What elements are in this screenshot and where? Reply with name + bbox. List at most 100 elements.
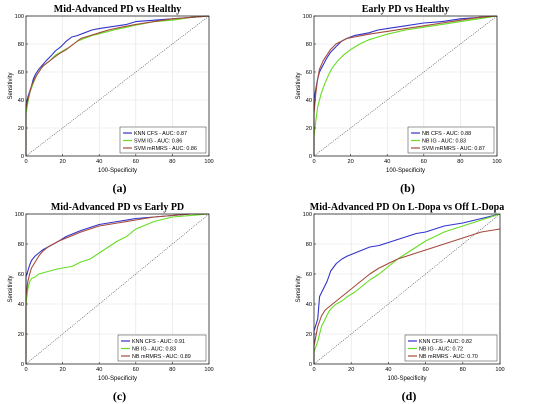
y-axis-label: Sensitivity: [8, 275, 14, 302]
y-tick-label: 80: [306, 42, 312, 48]
y-tick-label: 0: [21, 362, 24, 368]
x-tick-label: 0: [312, 159, 315, 165]
plot-frame: [25, 15, 210, 157]
x-axis-label: 100-Specificity: [98, 168, 137, 174]
panel-label: (a): [113, 181, 127, 195]
roc-panel-2: Early PD vs Healthy 0 20 40 60 80 100 0 20 40 60 80…: [296, 4, 502, 195]
y-tick-label: 60: [306, 70, 312, 76]
y-tick-label: 100: [303, 212, 312, 218]
diagonal-reference-line: [313, 15, 498, 157]
x-tick-label: 40: [384, 159, 390, 165]
y-axis-label: Sensitivity: [296, 72, 302, 99]
chart-title: Early PD vs Healthy: [362, 4, 450, 15]
y-tick-label: 60: [18, 272, 24, 278]
chart-title: Mid-Advanced PD vs Early PD: [51, 202, 184, 213]
legend-entry: KNN CFS - AUC: 0.91: [132, 339, 185, 345]
x-tick-label: 20: [59, 159, 65, 165]
diagonal-reference-line: [313, 213, 501, 365]
x-tick-label: 100: [204, 367, 213, 373]
x-tick-label: 0: [312, 367, 315, 373]
x-tick-label: 0: [24, 367, 27, 373]
roc-panel-4: Mid-Advanced PD On L-Dopa vs Off L-Dopa 0…: [296, 202, 505, 403]
y-tick-label: 100: [15, 212, 24, 218]
legend-entry: NB mRMRS - AUC: 0.89: [132, 354, 191, 360]
chart-title: Mid-Advanced PD On L-Dopa vs Off L-Dopa: [310, 202, 504, 213]
x-tick-label: 40: [96, 367, 102, 373]
x-axis-label: 100-Specificity: [387, 376, 426, 382]
y-tick-label: 0: [309, 362, 312, 368]
y-tick-label: 40: [18, 302, 24, 308]
plot-frame: [25, 213, 210, 365]
diagonal-reference-line: [25, 15, 210, 157]
x-tick-label: 80: [460, 367, 466, 373]
x-tick-label: 100: [204, 159, 213, 165]
y-tick-label: 40: [18, 98, 24, 104]
roc-panel-3: Mid-Advanced PD vs Early PD 0 20 40 60 80 100 0…: [8, 202, 214, 403]
legend-box: [119, 126, 207, 154]
roc-curve-2: [313, 213, 501, 364]
x-tick-label: 100: [495, 367, 504, 373]
legend-entry: NB IG - AUC: 0.72: [419, 347, 463, 353]
y-tick-label: 0: [309, 154, 312, 160]
legend: KNN CFS - AUC: 0.87 SVM IG - AUC: 0.86SVM…: [119, 126, 207, 154]
y-tick-label: 80: [18, 242, 24, 248]
x-tick-label: 60: [133, 159, 139, 165]
x-tick-label: 40: [96, 159, 102, 165]
legend-entry: SVM mRMRS - AUC: 0.86: [134, 146, 197, 152]
y-tick-label: 80: [306, 242, 312, 248]
y-tick-label: 40: [306, 302, 312, 308]
chart-title: Mid-Advanced PD vs Healthy: [54, 4, 182, 15]
y-tick-label: 20: [306, 126, 312, 132]
x-axis-label: 100-Specificity: [98, 376, 137, 382]
y-tick-label: 60: [306, 272, 312, 278]
legend-entry: NB mRMRS - AUC: 0.70: [419, 354, 478, 360]
roc-curve-2: [313, 15, 498, 156]
y-tick-label: 80: [18, 42, 24, 48]
plot-frame: [313, 213, 501, 365]
roc-panel-1: Mid-Advanced PD vs Healthy 0 20 40 60 80 100 0 2…: [8, 4, 214, 195]
y-tick-label: 60: [18, 70, 24, 76]
roc-curve-3: [25, 15, 210, 156]
panel-label: (b): [400, 181, 415, 195]
x-tick-label: 60: [421, 159, 427, 165]
legend-entry: SVM IG - AUC: 0.86: [134, 139, 182, 145]
legend-box: [404, 334, 498, 362]
x-axis-label: 100-Specificity: [386, 168, 425, 174]
panel-label: (d): [402, 389, 417, 403]
y-axis-label: Sensitivity: [296, 275, 302, 302]
y-tick-label: 0: [21, 154, 24, 160]
x-tick-label: 100: [492, 159, 501, 165]
panel-label: (c): [113, 389, 126, 403]
roc-curve-3: [313, 15, 498, 156]
x-tick-label: 40: [385, 367, 391, 373]
legend-entry: KNN CFS - AUC: 0.87: [134, 131, 187, 137]
legend-entry: NB IG - AUC: 0.83: [132, 347, 176, 353]
y-tick-label: 20: [18, 126, 24, 132]
x-tick-label: 80: [457, 159, 463, 165]
roc-curve-1: [313, 213, 501, 364]
x-tick-label: 20: [59, 367, 65, 373]
y-tick-label: 20: [306, 332, 312, 338]
legend-box: [117, 334, 207, 362]
legend-entry: NB IG - AUC: 0.83: [422, 139, 466, 145]
x-tick-label: 0: [24, 159, 27, 165]
roc-curve-3: [25, 213, 209, 364]
x-tick-label: 60: [422, 367, 428, 373]
legend-entry: KNN CFS - AUC: 0.82: [419, 339, 472, 345]
plot-frame: [313, 15, 498, 157]
roc-curve-2: [25, 213, 210, 364]
y-tick-label: 100: [303, 14, 312, 20]
legend-box: [407, 126, 495, 154]
legend-entry: SVM mRMRS - AUC: 0.87: [422, 146, 485, 152]
y-axis-label: Sensitivity: [8, 72, 14, 99]
x-tick-label: 60: [133, 367, 139, 373]
x-tick-label: 20: [347, 159, 353, 165]
x-tick-label: 20: [348, 367, 354, 373]
y-tick-label: 40: [306, 98, 312, 104]
roc-curve-1: [25, 213, 209, 364]
x-tick-label: 80: [169, 367, 175, 373]
